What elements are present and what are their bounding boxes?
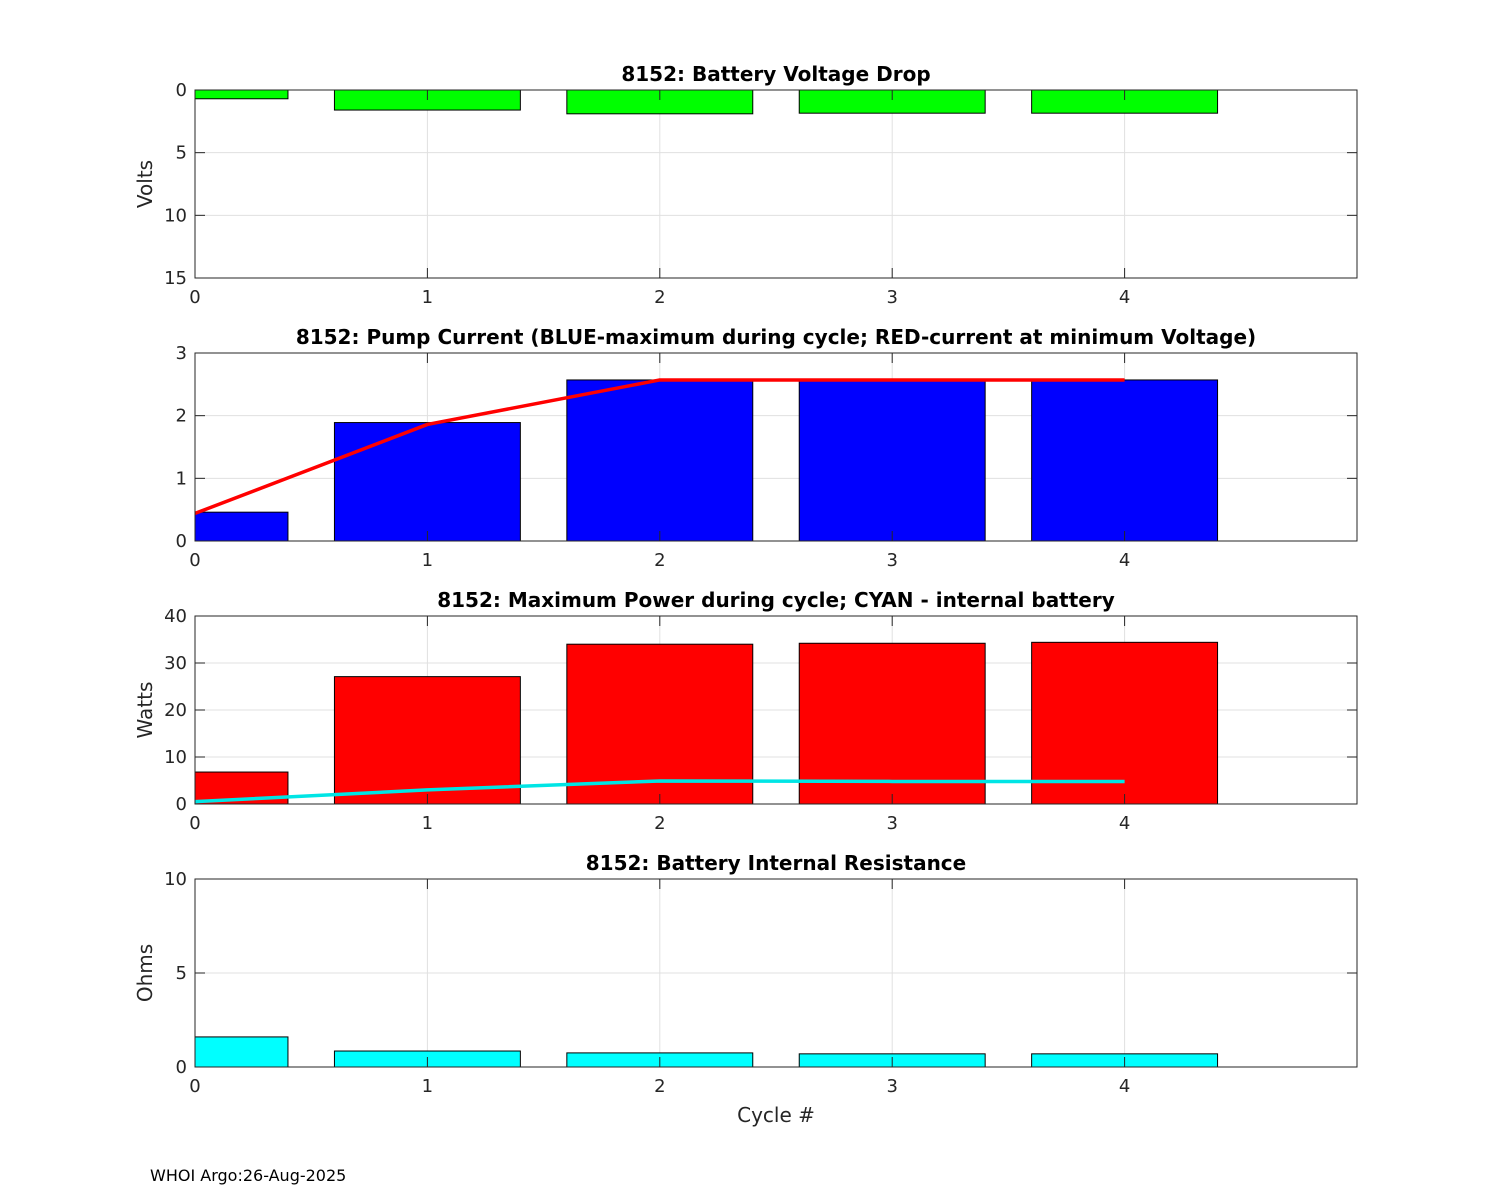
footer-stamp: WHOI Argo:26-Aug-2025 [150,1166,347,1185]
x-tick-label: 1 [422,1076,433,1097]
x-tick-label: 3 [886,550,897,571]
x-tick-label: 0 [189,1076,200,1097]
y-tick-label: 1 [176,468,187,489]
bar-1-1 [333,422,521,542]
y-tick-label: 0 [176,531,187,552]
y-tick-label: 3 [176,343,187,364]
x-axis-label: Cycle # [737,1103,815,1127]
series-line-1 [194,378,1125,516]
y-tick-label: 0 [176,1057,187,1078]
x-tick-label: 3 [886,287,897,308]
y-tick-label: 5 [176,143,187,164]
x-tick-label: 1 [422,813,433,834]
x-tick-label: 0 [189,550,200,571]
y-tick-label: 0 [176,80,187,101]
y-axis-label: Ohms [133,944,157,1002]
series-line-2 [194,779,1125,804]
bar-2-2 [566,643,754,805]
y-tick-label: 2 [176,406,187,427]
bar-1-4 [1031,379,1219,542]
bar-3-0 [194,1036,289,1068]
x-tick-label: 1 [422,287,433,308]
x-tick-label: 2 [654,813,665,834]
chart-panel-3: 0 1 2 3 4 0 5 10 8152: Battery Internal Resistan… [133,851,1358,1127]
bar-1-0 [194,511,289,542]
x-tick-label: 2 [654,287,665,308]
bar-1-2 [566,379,754,542]
y-tick-label: 10 [164,747,187,768]
axes-box [194,352,1358,542]
x-tick-label: 4 [1119,1076,1130,1097]
x-tick-label: 3 [886,813,897,834]
y-tick-label: 10 [164,869,187,890]
bar-2-3 [798,642,986,805]
bar-0-0 [194,89,289,100]
axes-box [194,89,1358,279]
y-tick-label: 20 [164,700,187,721]
y-tick-label: 5 [176,963,187,984]
x-tick-label: 4 [1119,550,1130,571]
bar-1-3 [798,379,986,542]
bar-2-1 [333,676,521,805]
y-axis-label: Volts [133,160,157,208]
chart-panel-1: 0 1 2 3 4 0 1 2 3 8152: Pump Current (BLUE-maximu… [176,325,1358,571]
x-tick-label: 3 [886,1076,897,1097]
x-tick-label: 4 [1119,287,1130,308]
chart-title: 8152: Battery Internal Resistance [586,851,966,875]
bar-2-4 [1031,641,1219,805]
chart-title: 8152: Battery Voltage Drop [621,62,930,86]
y-tick-label: 30 [164,653,187,674]
x-tick-label: 1 [422,550,433,571]
x-tick-label: 4 [1119,813,1130,834]
x-tick-label: 0 [189,813,200,834]
x-tick-label: 2 [654,1076,665,1097]
y-tick-label: 15 [164,268,187,289]
y-tick-label: 40 [164,606,187,627]
y-tick-label: 0 [176,794,187,815]
chart-panel-0: 0 1 2 3 4 0 5 10 15 8152: Battery Voltage Drop Vol… [133,62,1358,308]
x-tick-label: 0 [189,287,200,308]
chart-title: 8152: Maximum Power during cycle; CYAN -… [437,588,1115,612]
x-tick-label: 2 [654,550,665,571]
y-axis-label: Watts [133,682,157,739]
chart-title: 8152: Pump Current (BLUE-maximum during … [296,325,1256,349]
y-tick-label: 10 [164,205,187,226]
